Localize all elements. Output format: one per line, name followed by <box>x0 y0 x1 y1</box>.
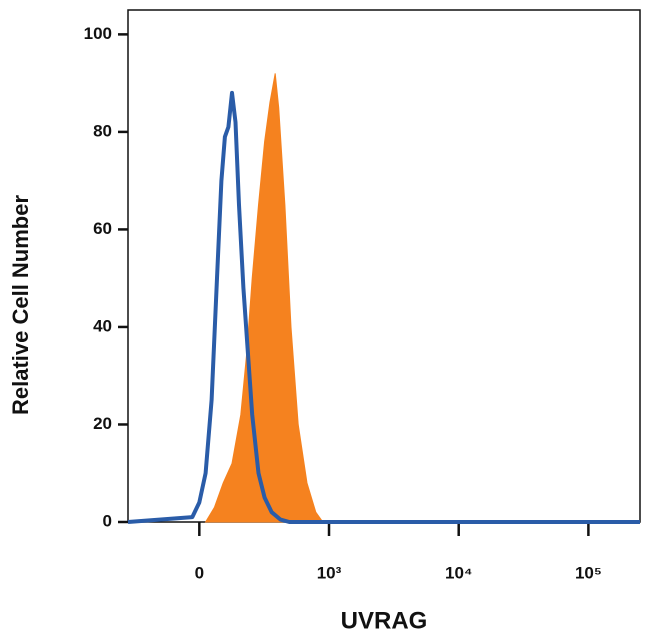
histogram-line <box>127 90 640 524</box>
y-tick-label: 0 <box>103 511 112 530</box>
y-tick-label: 100 <box>84 24 112 43</box>
x-axis-title: UVRAG <box>341 607 428 634</box>
x-tick-label: 10⁴ <box>445 563 472 582</box>
x-tick-label: 10⁵ <box>575 563 602 582</box>
y-tick-label: 40 <box>93 316 112 335</box>
x-tick-label: 10³ <box>317 563 342 582</box>
y-tick-label: 80 <box>93 121 112 140</box>
y-tick-label: 20 <box>93 414 112 433</box>
x-tick-label: 0 <box>195 563 204 582</box>
y-axis-title: Relative Cell Number <box>8 195 33 416</box>
plot-frame <box>127 9 641 523</box>
y-tick-label: 60 <box>93 219 112 238</box>
histogram-area <box>204 73 324 523</box>
